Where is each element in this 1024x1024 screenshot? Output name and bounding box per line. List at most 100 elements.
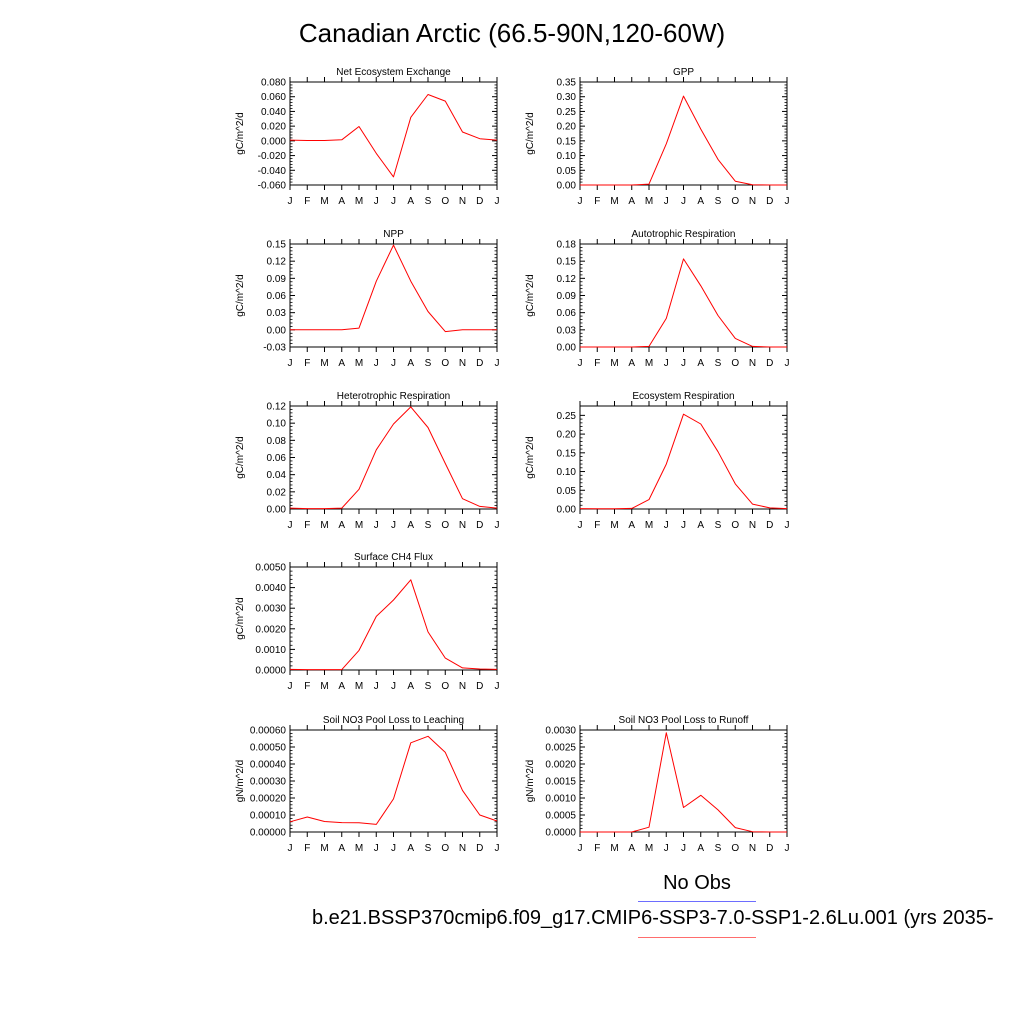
x-tick-label: O xyxy=(441,843,449,854)
y-axis-label: gC/m^2/d xyxy=(525,274,536,317)
y-tick-label: 0.080 xyxy=(261,78,286,89)
x-tick-label: J xyxy=(495,196,500,207)
x-tick-label: A xyxy=(407,681,414,692)
x-tick-label: S xyxy=(425,843,432,854)
x-tick-label: J xyxy=(288,843,293,854)
x-tick-label: J xyxy=(288,681,293,692)
x-tick-label: M xyxy=(355,843,363,854)
x-tick-label: F xyxy=(594,843,600,854)
legend-case-label: b.e21.BSSP370cmip6.f09_g17.CMIP6-SSP3-7.… xyxy=(312,907,994,929)
series-line xyxy=(289,406,498,510)
y-axis-label: gC/m^2/d xyxy=(525,436,536,479)
x-tick-label: N xyxy=(459,358,466,369)
x-tick-label: J xyxy=(391,520,396,531)
y-tick-label: 0.0015 xyxy=(545,777,576,788)
y-tick-label: -0.020 xyxy=(258,151,287,162)
page-title: Canadian Arctic (66.5-90N,120-60W) xyxy=(298,18,726,48)
x-tick-label: O xyxy=(441,520,449,531)
x-tick-label: M xyxy=(645,520,653,531)
y-tick-label: 0.0030 xyxy=(255,604,286,615)
y-tick-label: 0.18 xyxy=(557,240,577,251)
y-tick-label: 0.00020 xyxy=(250,794,287,805)
y-tick-label: 0.25 xyxy=(557,107,577,118)
x-tick-label: F xyxy=(304,196,310,207)
x-tick-label: J xyxy=(374,520,379,531)
y-tick-label: 0.0010 xyxy=(545,794,576,805)
legend-obs-line xyxy=(638,901,756,902)
x-tick-label: F xyxy=(594,196,600,207)
x-tick-label: A xyxy=(628,843,635,854)
y-tick-label: 0.12 xyxy=(267,257,287,268)
y-tick-label: 0.0050 xyxy=(255,563,286,574)
x-tick-label: J xyxy=(391,358,396,369)
x-tick-label: D xyxy=(476,196,483,207)
series-line xyxy=(579,413,788,510)
x-tick-label: O xyxy=(441,196,449,207)
chart-title: Soil NO3 Pool Loss to Runoff xyxy=(619,715,749,726)
x-tick-label: D xyxy=(476,358,483,369)
series-line xyxy=(289,735,498,825)
x-tick-label: S xyxy=(715,520,722,531)
chart-title: Soil NO3 Pool Loss to Leaching xyxy=(323,715,464,726)
x-tick-label: M xyxy=(320,520,328,531)
y-tick-label: 0.00030 xyxy=(250,777,287,788)
y-tick-label: 0.15 xyxy=(557,257,577,268)
y-tick-label: 0.09 xyxy=(267,274,287,285)
y-tick-label: 0.10 xyxy=(557,151,577,162)
y-tick-label: 0.20 xyxy=(557,430,577,441)
x-tick-label: M xyxy=(610,843,618,854)
x-tick-label: J xyxy=(495,358,500,369)
plot-frame xyxy=(579,729,788,833)
y-axis-label: gC/m^2/d xyxy=(235,436,246,479)
x-tick-label: J xyxy=(664,196,669,207)
y-tick-label: 0.00010 xyxy=(250,811,287,822)
x-tick-label: M xyxy=(610,520,618,531)
chart-title: NPP xyxy=(383,229,404,240)
x-tick-label: O xyxy=(441,681,449,692)
x-tick-label: A xyxy=(697,358,704,369)
x-tick-label: M xyxy=(610,196,618,207)
x-tick-label: S xyxy=(715,196,722,207)
chart-panel-4: Autotrophic Respiration gC/m^2/d 0.00 0.03 0… xyxy=(525,229,790,369)
x-tick-label: A xyxy=(407,843,414,854)
chart-panel-8: Soil NO3 Pool Loss to Leaching gN/m^2/d 0.… xyxy=(235,715,500,854)
y-tick-label: 0.04 xyxy=(267,470,287,481)
x-tick-label: A xyxy=(338,681,345,692)
x-tick-label: J xyxy=(681,358,686,369)
y-tick-label: 0.00040 xyxy=(250,760,287,771)
y-tick-label: 0.0025 xyxy=(545,743,576,754)
x-tick-label: A xyxy=(697,196,704,207)
y-tick-label: 0.0020 xyxy=(545,760,576,771)
y-tick-label: -0.060 xyxy=(258,181,287,192)
y-axis-label: gC/m^2/d xyxy=(235,597,246,640)
x-tick-label: F xyxy=(304,681,310,692)
y-axis-label: gN/m^2/d xyxy=(235,760,246,803)
x-tick-label: J xyxy=(495,520,500,531)
x-tick-label: J xyxy=(391,681,396,692)
x-tick-label: F xyxy=(304,520,310,531)
chart-panel-9: Soil NO3 Pool Loss to Runoff gN/m^2/d 0.00… xyxy=(525,715,790,854)
x-tick-label: J xyxy=(785,196,790,207)
x-tick-label: D xyxy=(476,681,483,692)
y-tick-label: 0.02 xyxy=(267,487,287,498)
x-tick-label: J xyxy=(374,843,379,854)
x-tick-label: M xyxy=(355,196,363,207)
x-tick-label: A xyxy=(338,196,345,207)
chart-title: Autotrophic Respiration xyxy=(632,229,736,240)
x-tick-label: M xyxy=(320,196,328,207)
x-tick-label: J xyxy=(785,358,790,369)
x-tick-label: M xyxy=(355,358,363,369)
y-tick-label: 0.00 xyxy=(557,343,577,354)
y-tick-label: 0.00 xyxy=(557,505,577,516)
y-tick-label: 0.00 xyxy=(267,505,287,516)
x-tick-label: D xyxy=(476,520,483,531)
x-tick-label: A xyxy=(628,520,635,531)
x-tick-label: J xyxy=(288,196,293,207)
y-tick-label: 0.0000 xyxy=(545,828,576,839)
plot-frame xyxy=(579,405,788,510)
x-tick-label: A xyxy=(697,843,704,854)
x-tick-label: S xyxy=(715,843,722,854)
series-line xyxy=(289,94,498,178)
legend-case-line xyxy=(638,937,756,938)
